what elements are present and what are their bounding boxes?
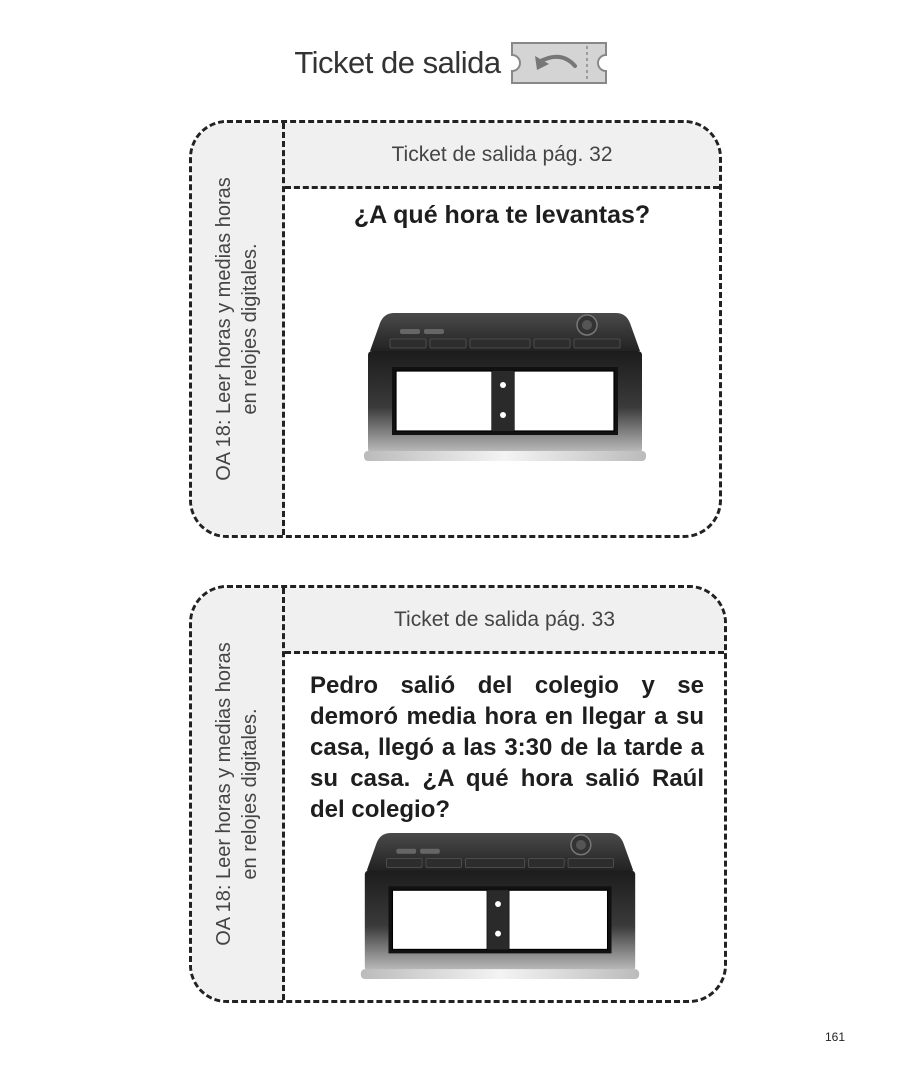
page-title: Ticket de salida [294,45,501,80]
objective-strip: OA 18: Leer horas y medias horas en relo… [192,588,285,1000]
objective-strip: OA 18: Leer horas y medias horas en relo… [192,123,285,535]
learning-objective: OA 18: Leer horas y medias horas en relo… [213,642,261,946]
exit-ticket-card-1: OA 18: Leer horas y medias horas en relo… [189,120,722,538]
question-text: ¿A qué hora te levantas? [353,201,651,229]
exit-ticket-card-2: OA 18: Leer horas y medias horas en relo… [189,585,727,1003]
digital-alarm-clock-icon [364,312,646,462]
ticket-return-icon [510,42,607,84]
ticket-label: Ticket de salida pág. 33 [285,588,724,654]
page-number: 161 [824,1030,845,1044]
page-header: Ticket de salida [0,38,903,88]
learning-objective: OA 18: Leer horas y medias horas en relo… [213,177,261,481]
digital-alarm-clock-icon [360,832,640,980]
ticket-label: Ticket de salida pág. 32 [285,123,719,189]
question-text: Pedro salió del colegio y se demoró medi… [310,672,704,823]
